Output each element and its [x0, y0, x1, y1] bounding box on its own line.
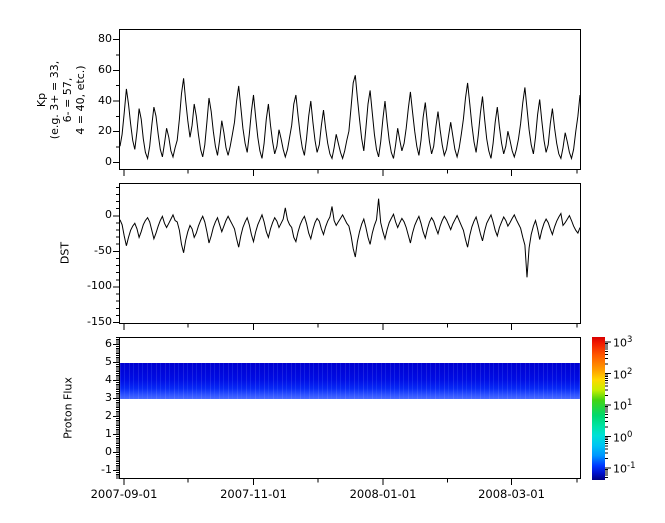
kp-axis-label-line2: (e.g. 3+ = 33, — [48, 60, 61, 140]
y-tick-label: 20 — [98, 124, 112, 138]
colorbar-tick-label: 100 — [613, 429, 633, 445]
dst-panel — [119, 183, 581, 324]
colorbar-tick-label: 101 — [613, 398, 633, 413]
y-tick-label: 0 — [105, 208, 112, 222]
y-tick-label: 5 — [105, 355, 112, 369]
dst-trace — [120, 198, 580, 278]
y-tick-label: -50 — [94, 243, 112, 257]
x-tick-label: 2008-03-01 — [478, 487, 545, 501]
colorbar-tick-label: 103 — [613, 335, 633, 350]
kp-axis-label-line1: Kp — [35, 92, 48, 108]
y-tick-label: 60 — [98, 62, 112, 76]
proton-flux-panel — [119, 337, 581, 479]
colorbar-tick-label: 102 — [613, 366, 633, 382]
kp-trace — [120, 75, 580, 161]
x-tick-label: 2007-09-01 — [90, 487, 158, 501]
proton-flux-band — [120, 363, 580, 399]
y-tick-label: 6 — [105, 337, 112, 351]
kp-panel — [119, 29, 581, 170]
y-tick-label: 80 — [98, 32, 112, 46]
y-tick-label: 1 — [105, 427, 112, 441]
colorbar-tick-label: 10-1 — [613, 461, 636, 476]
y-tick-label: 0 — [105, 154, 112, 168]
colorbar — [592, 337, 605, 480]
y-tick-label: 0 — [105, 445, 112, 459]
y-tick-label: 40 — [98, 93, 112, 107]
y-tick-label: -1 — [101, 463, 112, 477]
y-tick-label: -150 — [87, 315, 112, 329]
x-tick-label: 2007-11-01 — [220, 487, 287, 501]
y-tick-label: 2 — [105, 409, 112, 423]
y-tick-label: 3 — [105, 391, 112, 405]
y-tick-label: -100 — [87, 279, 112, 293]
x-tick-label: 2008-01-01 — [349, 487, 417, 501]
y-tick-label: 4 — [105, 373, 112, 387]
